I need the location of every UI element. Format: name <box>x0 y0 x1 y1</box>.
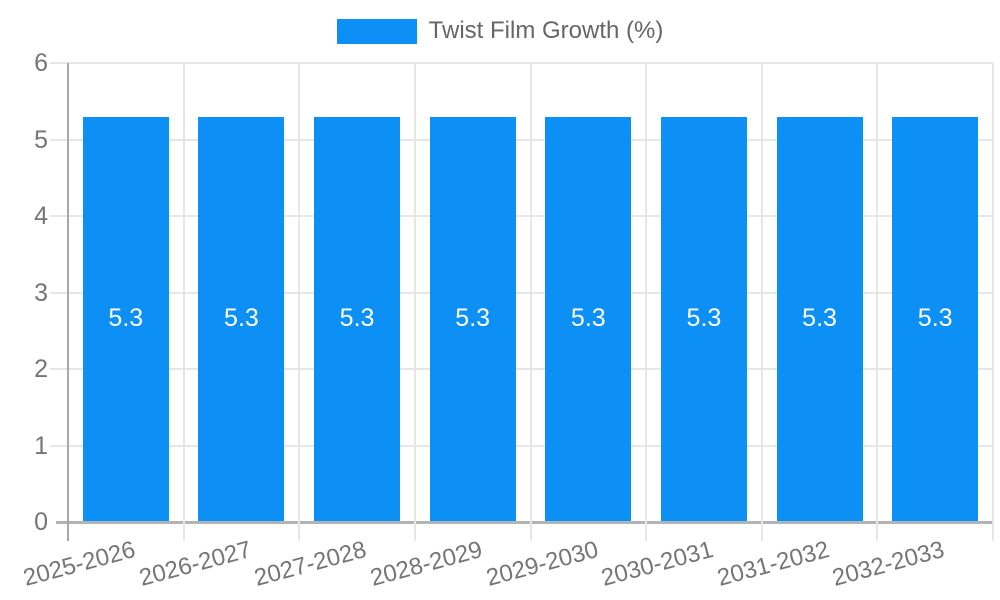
x-gridline <box>876 63 879 541</box>
bar[interactable]: 5.3 <box>429 116 516 521</box>
x-axis-line <box>56 521 993 524</box>
y-axis-tick-label: 1 <box>34 431 48 460</box>
x-gridline <box>760 63 763 541</box>
bar[interactable]: 5.3 <box>545 116 632 521</box>
y-gridline <box>50 368 993 370</box>
y-gridline <box>50 215 993 217</box>
x-axis-tick-label: 2025-2026 <box>20 536 139 592</box>
bar-value-label: 5.3 <box>917 304 953 333</box>
y-axis-tick-label: 4 <box>34 202 48 230</box>
bar[interactable]: 5.3 <box>314 116 401 521</box>
y-gridline <box>50 291 993 294</box>
bar-value-label: 5.3 <box>570 304 606 333</box>
bar-value-label: 5.3 <box>108 304 144 333</box>
x-axis-tick-label: 2029-2030 <box>482 536 601 592</box>
bar-value-label: 5.3 <box>224 304 259 333</box>
y-axis-line <box>67 63 69 541</box>
y-axis-tick-label: 6 <box>34 49 48 77</box>
x-gridline <box>645 63 648 541</box>
legend-label: Twist Film Growth (%) <box>428 17 664 44</box>
x-axis-tick-label: 2027-2028 <box>251 536 370 592</box>
x-axis-tick-label: 2026-2027 <box>136 536 254 592</box>
bar[interactable]: 5.3 <box>776 116 863 521</box>
y-gridline <box>50 444 993 447</box>
y-axis-tick-label: 2 <box>34 355 48 383</box>
x-axis-tick-label: 2030-2031 <box>598 536 717 592</box>
y-gridline <box>50 138 993 141</box>
bar[interactable]: 5.3 <box>660 116 747 521</box>
bar-value-label: 5.3 <box>455 304 491 333</box>
x-gridline <box>413 63 416 541</box>
bar[interactable]: 5.3 <box>82 116 169 521</box>
x-gridline <box>298 63 301 541</box>
y-axis-tick-label: 0 <box>34 508 48 536</box>
y-axis-tick-label: 5 <box>34 125 48 154</box>
x-gridline <box>992 63 994 541</box>
y-gridline <box>50 62 993 64</box>
bar[interactable]: 5.3 <box>198 116 285 521</box>
x-axis-tick-label: 2028-2029 <box>367 536 486 592</box>
x-gridline <box>529 63 532 541</box>
y-axis-tick-label: 3 <box>34 278 48 307</box>
legend-swatch <box>336 18 417 44</box>
x-axis-tick-label: 2032-2033 <box>829 536 948 592</box>
bar-value-label: 5.3 <box>802 304 837 333</box>
bar[interactable]: 5.3 <box>892 116 979 521</box>
chart-legend[interactable]: Twist Film Growth (%) <box>0 14 1000 48</box>
x-axis-tick-label: 2031-2032 <box>714 536 833 592</box>
bar-value-label: 5.3 <box>686 304 722 333</box>
bar-value-label: 5.3 <box>339 304 375 333</box>
x-gridline <box>182 63 185 541</box>
